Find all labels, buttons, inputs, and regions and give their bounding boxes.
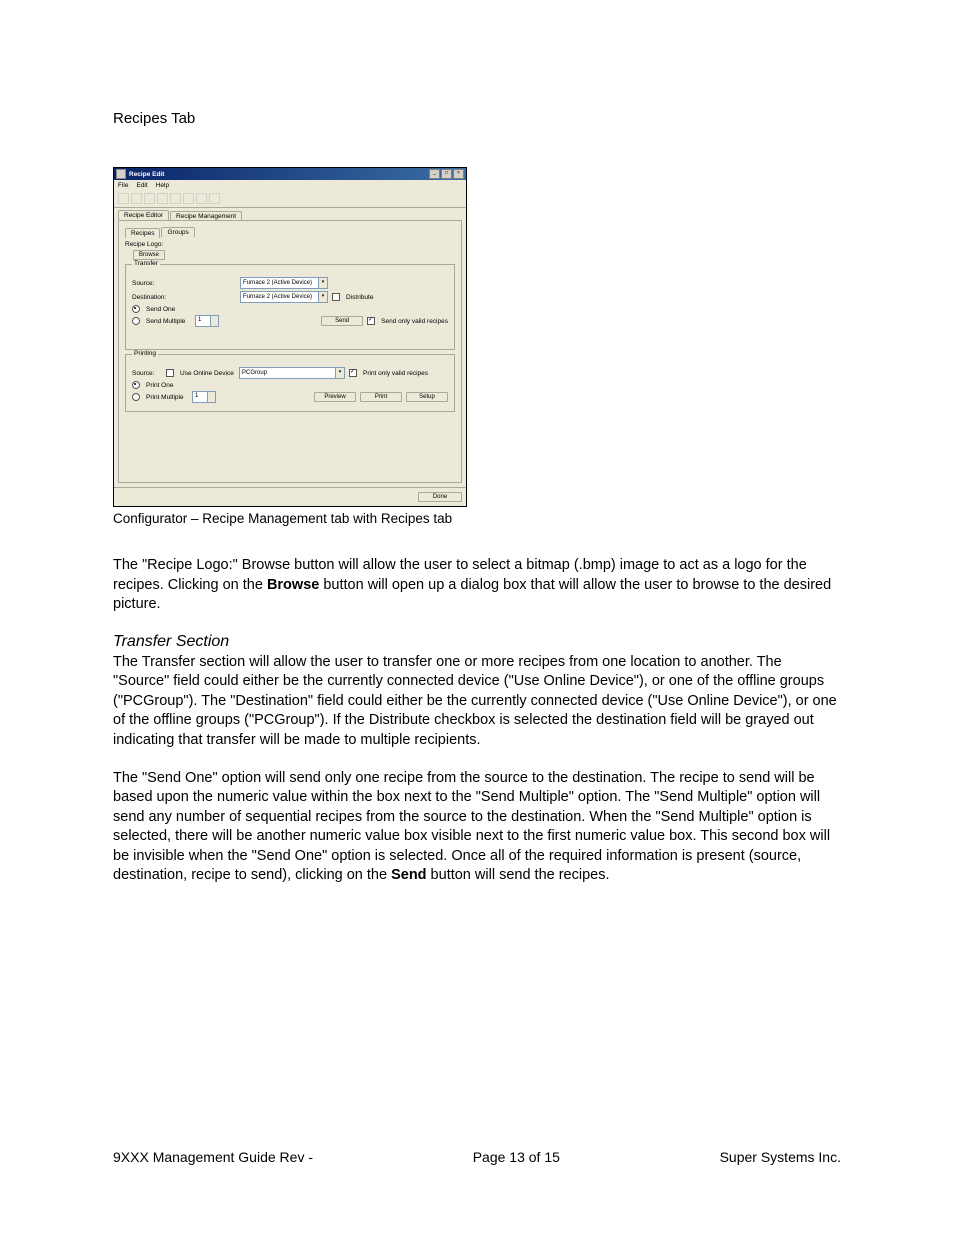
maximize-button[interactable]: □: [441, 169, 452, 179]
toolbar-icon[interactable]: [131, 193, 142, 204]
toolbar-icon[interactable]: [157, 193, 168, 204]
close-button[interactable]: ×: [453, 169, 464, 179]
para1-bold: Browse: [267, 577, 319, 593]
distribute-checkbox[interactable]: [332, 293, 340, 301]
window-title: Recipe Edit: [129, 171, 429, 178]
chevron-down-icon: ▾: [318, 278, 327, 288]
para3-text-b: button will send the recipes.: [427, 867, 610, 883]
send-valid-checkbox[interactable]: [367, 317, 375, 325]
window-footer: Done: [114, 487, 466, 506]
toolbar-icon[interactable]: [144, 193, 155, 204]
print-one-label: Print One: [146, 382, 173, 389]
document-page: Recipes Tab Recipe Edit _ □ × File Edit …: [0, 0, 954, 1235]
print-source-label: Source:: [132, 370, 162, 377]
window-controls: _ □ ×: [429, 169, 464, 179]
chevron-down-icon: ▾: [318, 292, 327, 302]
print-source-value: PCGroup: [242, 369, 267, 378]
figure-caption: Configurator – Recipe Management tab wit…: [113, 511, 841, 526]
preview-button[interactable]: Preview: [314, 392, 356, 402]
transfer-section-title: Transfer Section: [113, 633, 841, 651]
footer-center: Page 13 of 15: [473, 1149, 560, 1165]
distribute-label: Distribute: [346, 294, 373, 301]
destination-dropdown[interactable]: Furnace 2 (Active Device) ▾: [240, 291, 328, 303]
browse-row: Browse: [133, 250, 455, 260]
page-heading: Recipes Tab: [113, 110, 841, 127]
print-one-radio[interactable]: [132, 381, 140, 389]
footer-right: Super Systems Inc.: [720, 1149, 841, 1165]
print-multiple-radio[interactable]: [132, 393, 140, 401]
send-multiple-label: Send Multiple: [146, 318, 191, 325]
recipe-edit-window: Recipe Edit _ □ × File Edit Help Recipe …: [113, 167, 467, 507]
tab-recipes[interactable]: Recipes: [125, 228, 160, 238]
send-valid-label: Send only valid recipes: [381, 318, 448, 325]
paragraph-2: The Transfer section will allow the user…: [113, 653, 841, 751]
recipe-management-panel: Recipes Groups Recipe Logo: Browse Trans…: [118, 220, 462, 483]
chevron-down-icon: ▾: [335, 368, 344, 378]
menu-edit[interactable]: Edit: [136, 182, 147, 189]
minimize-button[interactable]: _: [429, 169, 440, 179]
source-value: Furnace 2 (Active Device): [243, 279, 312, 288]
para3-bold: Send: [391, 867, 426, 883]
send-one-radio[interactable]: [132, 305, 140, 313]
inner-tab-strip: Recipes Groups: [125, 227, 455, 237]
print-button[interactable]: Print: [360, 392, 402, 402]
recipe-logo-label: Recipe Logo:: [125, 241, 163, 248]
toolbar-icon[interactable]: [183, 193, 194, 204]
browse-button[interactable]: Browse: [133, 250, 165, 260]
send-multiple-spinner[interactable]: 1: [195, 315, 219, 327]
menu-bar: File Edit Help: [114, 180, 466, 191]
use-online-label: Use Online Device: [180, 370, 235, 377]
print-source-dropdown[interactable]: PCGroup ▾: [239, 367, 345, 379]
recipe-logo-row: Recipe Logo:: [125, 241, 455, 248]
toolbar: [114, 191, 466, 208]
source-label: Source:: [132, 280, 187, 287]
tab-recipe-editor[interactable]: Recipe Editor: [118, 210, 169, 220]
menu-help[interactable]: Help: [156, 182, 169, 189]
setup-button[interactable]: Setup: [406, 392, 448, 402]
printing-legend: Printing: [132, 350, 158, 357]
toolbar-icon[interactable]: [209, 193, 220, 204]
toolbar-icon[interactable]: [170, 193, 181, 204]
tab-groups[interactable]: Groups: [161, 227, 194, 237]
paragraph-1: The "Recipe Logo:" Browse button will al…: [113, 556, 841, 615]
print-valid-label: Print only valid recipes: [363, 370, 428, 377]
destination-label: Destination:: [132, 294, 187, 301]
print-multiple-label: Print Multiple: [146, 394, 188, 401]
printing-fieldset: Printing Source: Use Online Device PCGro…: [125, 354, 455, 412]
send-button[interactable]: Send: [321, 316, 363, 326]
menu-file[interactable]: File: [118, 182, 128, 189]
destination-value: Furnace 2 (Active Device): [243, 293, 312, 302]
toolbar-icon[interactable]: [118, 193, 129, 204]
source-dropdown[interactable]: Furnace 2 (Active Device) ▾: [240, 277, 328, 289]
send-one-label: Send One: [146, 306, 175, 313]
send-multiple-radio[interactable]: [132, 317, 140, 325]
transfer-fieldset: Transfer Source: Furnace 2 (Active Devic…: [125, 264, 455, 350]
done-button[interactable]: Done: [418, 492, 462, 502]
print-valid-checkbox[interactable]: [349, 369, 357, 377]
app-icon: [116, 169, 126, 179]
use-online-checkbox[interactable]: [166, 369, 174, 377]
outer-tab-strip: Recipe Editor Recipe Management: [114, 208, 466, 220]
toolbar-icon[interactable]: [196, 193, 207, 204]
transfer-legend: Transfer: [132, 260, 160, 267]
print-multiple-spinner[interactable]: 1: [192, 391, 216, 403]
footer-left: 9XXX Management Guide Rev -: [113, 1149, 313, 1165]
window-titlebar: Recipe Edit _ □ ×: [114, 168, 466, 180]
paragraph-3: The "Send One" option will send only one…: [113, 769, 841, 886]
page-footer: 9XXX Management Guide Rev - Page 13 of 1…: [113, 1149, 841, 1165]
